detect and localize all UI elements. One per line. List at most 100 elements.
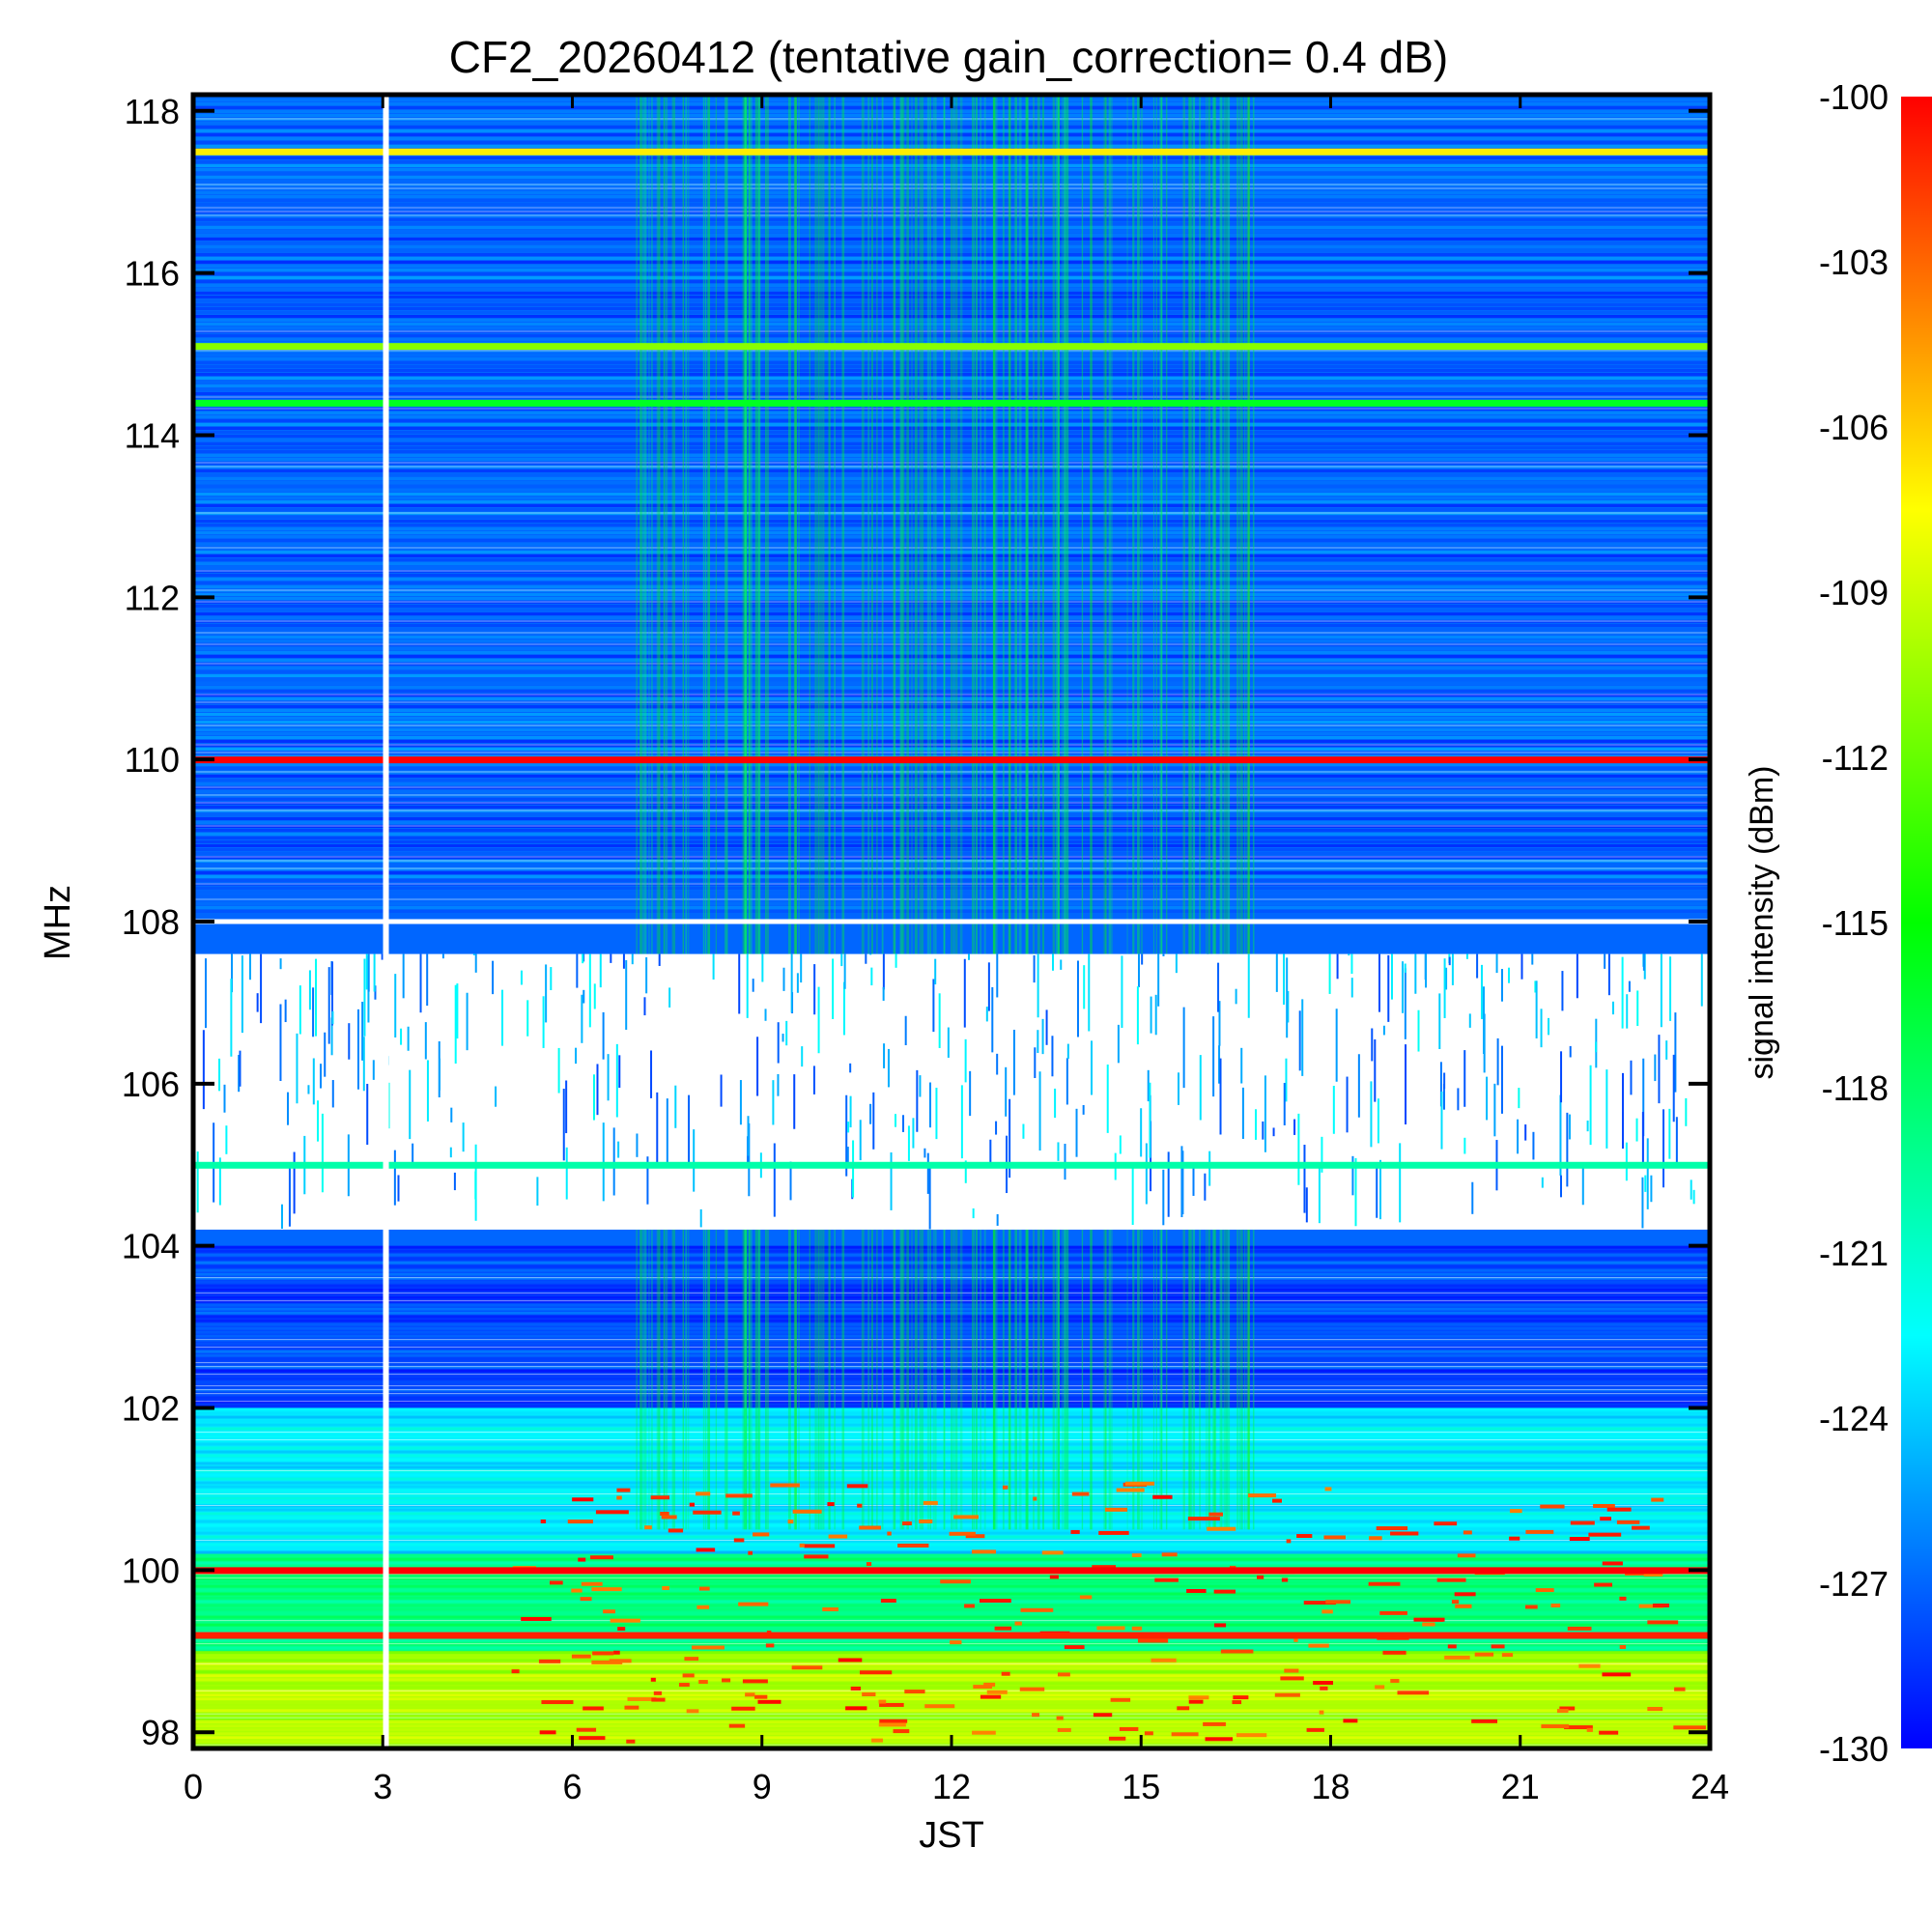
speckle [1152,1494,1173,1499]
speckle [1131,1626,1143,1631]
speckle [972,1549,997,1554]
noise-row [193,651,1710,654]
speckle [728,1723,746,1728]
noise-row [193,384,1710,387]
speckle [838,1658,863,1662]
speckle [1144,1731,1153,1736]
speckle [827,1502,835,1507]
speckle [580,1597,592,1602]
noise-row [193,435,1710,438]
noise-row [193,226,1710,229]
speckle [859,1525,882,1530]
speckle [540,1519,547,1523]
x-tick-label: 21 [1501,1767,1540,1806]
noise-row [193,1516,1710,1520]
noise-row [193,427,1710,430]
noise-row [193,145,1710,148]
speckle [845,1706,867,1711]
speckle [1559,1706,1576,1711]
noise-row [193,848,1710,851]
speckle [1296,1534,1313,1539]
speckle [1303,1601,1337,1605]
carrier-line [193,148,1710,156]
speckle [1001,1671,1010,1676]
noise-row [193,299,1710,302]
noise-row [193,1527,1710,1531]
noise-row [193,446,1710,449]
noise-row [193,1272,1710,1276]
noise-row [193,678,1710,681]
speckle [651,1697,666,1702]
noise-row [193,1611,1710,1615]
noise-row [193,477,1710,480]
noise-row [193,531,1710,534]
noise-row [193,717,1710,720]
speckle [1647,1620,1679,1625]
speckle [591,1587,622,1592]
speckle [753,1532,770,1537]
speckle [1233,1695,1249,1700]
noise-row [193,485,1710,488]
speckle [1207,1526,1236,1531]
noise-row [193,1565,1710,1569]
speckle [1491,1644,1505,1649]
speckle [1673,1725,1706,1730]
speckle [1321,1609,1333,1614]
noise-row [193,852,1710,855]
speckle [613,1650,620,1655]
noise-row [193,1303,1710,1307]
speckle [964,1604,975,1608]
speckle [689,1502,696,1507]
x-tick-label: 0 [184,1767,203,1806]
noise-row [193,373,1710,376]
speckle [626,1739,636,1744]
noise-row [193,381,1710,384]
speckle [1131,1553,1142,1558]
noise-row [193,1261,1710,1264]
x-tick-label: 15 [1122,1767,1160,1806]
noise-row [193,1264,1710,1268]
speckle [1375,1685,1385,1690]
noise-row [193,833,1710,836]
speckle [787,1520,794,1524]
speckle [1186,1589,1207,1594]
speckle [1525,1529,1554,1534]
noise-row [193,1600,1710,1604]
noise-row [193,551,1710,554]
speckle [1651,1497,1664,1502]
noise-row [193,307,1710,310]
noise-row [193,616,1710,619]
noise-row [193,516,1710,519]
speckle [994,1626,1012,1631]
noise-row [193,524,1710,526]
speckle [1471,1719,1498,1723]
speckle [662,1586,669,1591]
speckle [1093,1713,1113,1718]
speckle [682,1673,695,1678]
noise-row [193,508,1710,511]
saturated-band [193,953,1710,1230]
speckle [799,1543,805,1548]
noise-row [193,1615,1710,1619]
noise-row [193,1623,1710,1627]
noise-row [193,1697,1710,1701]
speckle [1096,1626,1125,1631]
speckle [1390,1679,1400,1684]
speckle [1033,1496,1037,1501]
speckle [1455,1604,1472,1608]
speckle [733,1538,745,1543]
noise-row [193,763,1710,766]
noise-row [193,454,1710,457]
intensity-band [193,1245,1710,1408]
speckle [732,1511,740,1516]
noise-row [193,315,1710,318]
noise-row [193,392,1710,395]
speckle [878,1722,906,1727]
noise-row [193,1419,1710,1423]
speckle [1137,1638,1169,1643]
noise-row [193,1686,1710,1690]
speckle [1390,1531,1419,1536]
speckle [1570,1520,1595,1525]
noise-row [193,1427,1710,1431]
noise-row [193,245,1710,248]
